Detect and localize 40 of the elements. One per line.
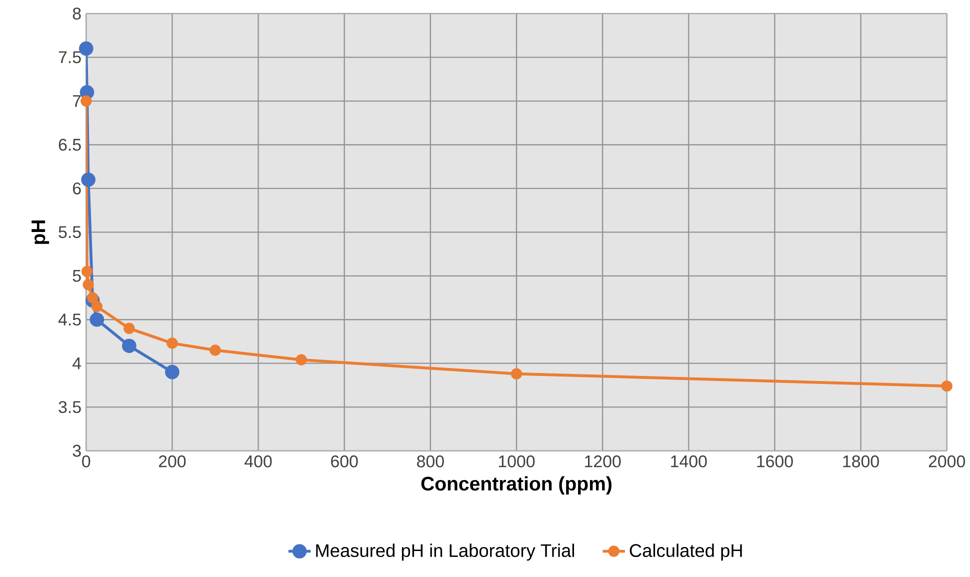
x-tick-label: 2000 bbox=[928, 455, 966, 468]
y-tick-label: 7.5 bbox=[58, 51, 81, 64]
x-tick-label: 1600 bbox=[757, 455, 793, 468]
x-axis-title: Concentration (ppm) bbox=[421, 476, 612, 494]
point bbox=[165, 364, 180, 380]
x-tick-label: 200 bbox=[158, 455, 186, 468]
point bbox=[82, 278, 94, 290]
point bbox=[210, 344, 221, 356]
y-tick-label: 6 bbox=[72, 182, 81, 194]
point bbox=[510, 368, 522, 380]
y-tick-label: 3.5 bbox=[58, 400, 81, 413]
point bbox=[90, 312, 104, 327]
y-tick-label: 5 bbox=[72, 270, 81, 282]
x-tick-label: 1200 bbox=[585, 455, 621, 468]
y-tick-label: 7 bbox=[73, 95, 81, 107]
y-tick-label: 3 bbox=[72, 444, 81, 457]
point bbox=[81, 172, 96, 187]
point bbox=[166, 338, 178, 349]
x-tick-label: 1800 bbox=[843, 455, 879, 468]
point bbox=[86, 292, 98, 304]
point bbox=[296, 354, 307, 366]
x-tick-label: 400 bbox=[244, 455, 272, 468]
y-tick-label: 6.5 bbox=[58, 138, 81, 151]
y-tick-label: 4 bbox=[72, 357, 82, 370]
y-tick-label: 8 bbox=[72, 7, 81, 20]
x-tick-label: 0 bbox=[82, 455, 90, 468]
x-tick-label: 800 bbox=[417, 455, 444, 468]
legend-label: Measured pH in Laboratory Trial bbox=[316, 544, 574, 561]
x-tick-label: 1400 bbox=[671, 455, 707, 468]
x-tick-label: 600 bbox=[331, 455, 358, 468]
point bbox=[124, 322, 135, 334]
legend-label: Calculated pH bbox=[630, 544, 742, 561]
y-tick-label: 4.5 bbox=[58, 314, 81, 326]
point bbox=[941, 380, 952, 392]
y-axis-title: pH bbox=[32, 220, 50, 244]
y-tick-label: 5.5 bbox=[58, 226, 81, 238]
point bbox=[80, 95, 92, 106]
x-tick-label: 1000 bbox=[498, 455, 535, 468]
point bbox=[81, 266, 93, 278]
point bbox=[122, 338, 136, 353]
